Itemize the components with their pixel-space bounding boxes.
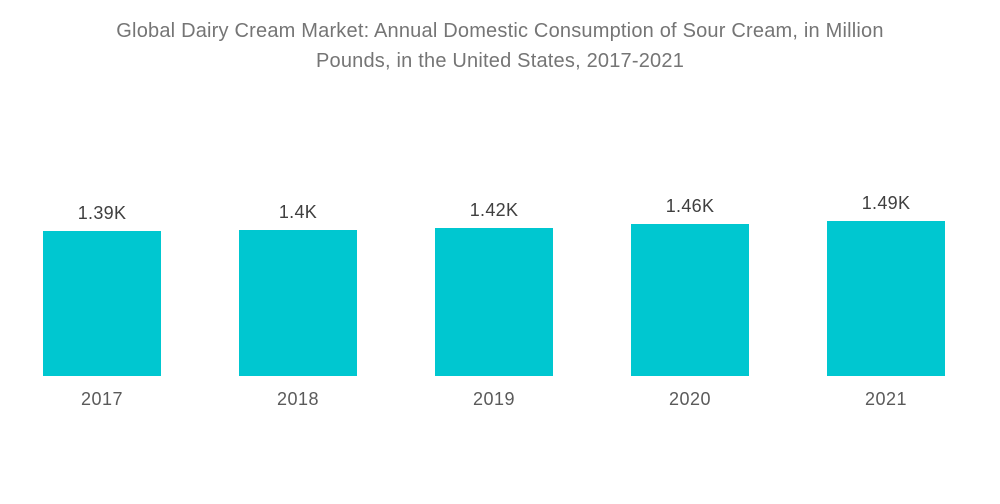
bar-value-label: 1.39K	[77, 203, 127, 223]
bar-value-label: 1.46K	[665, 196, 715, 216]
x-axis-label: 2021	[864, 389, 908, 409]
bar-value-label: 1.42K	[469, 200, 519, 220]
bar-group-2020: 1.46K 2020	[592, 0, 788, 409]
chart-title-line-2: Pounds, in the United States, 2017-2021	[315, 50, 685, 72]
bar-group-2017: 1.39K 2017	[4, 0, 200, 409]
bar-group-2021: 1.49K 2021	[788, 0, 984, 409]
bar-2019	[435, 228, 553, 376]
bar-2018	[239, 230, 357, 376]
bar-chart-plot-area: 1.39K 2017 1.4K 2018 1.42K 2019 1.46K 2020 1.49K…	[4, 0, 984, 409]
x-axis-label: 2019	[472, 389, 516, 409]
chart-title: Global Dairy Cream Market: Annual Domest…	[0, 16, 1000, 76]
bar-2017	[43, 231, 161, 376]
x-axis-label: 2020	[668, 389, 712, 409]
bar-group-2018: 1.4K 2018	[200, 0, 396, 409]
x-axis-label: 2018	[276, 389, 320, 409]
bar-group-2019: 1.42K 2019	[396, 0, 592, 409]
bar-2021	[827, 221, 945, 376]
bar-value-label: 1.49K	[861, 193, 911, 213]
bar-2020	[631, 224, 749, 376]
chart-title-line-1: Global Dairy Cream Market: Annual Domest…	[116, 20, 884, 42]
bar-value-label: 1.4K	[278, 202, 318, 222]
x-axis-label: 2017	[80, 389, 124, 409]
